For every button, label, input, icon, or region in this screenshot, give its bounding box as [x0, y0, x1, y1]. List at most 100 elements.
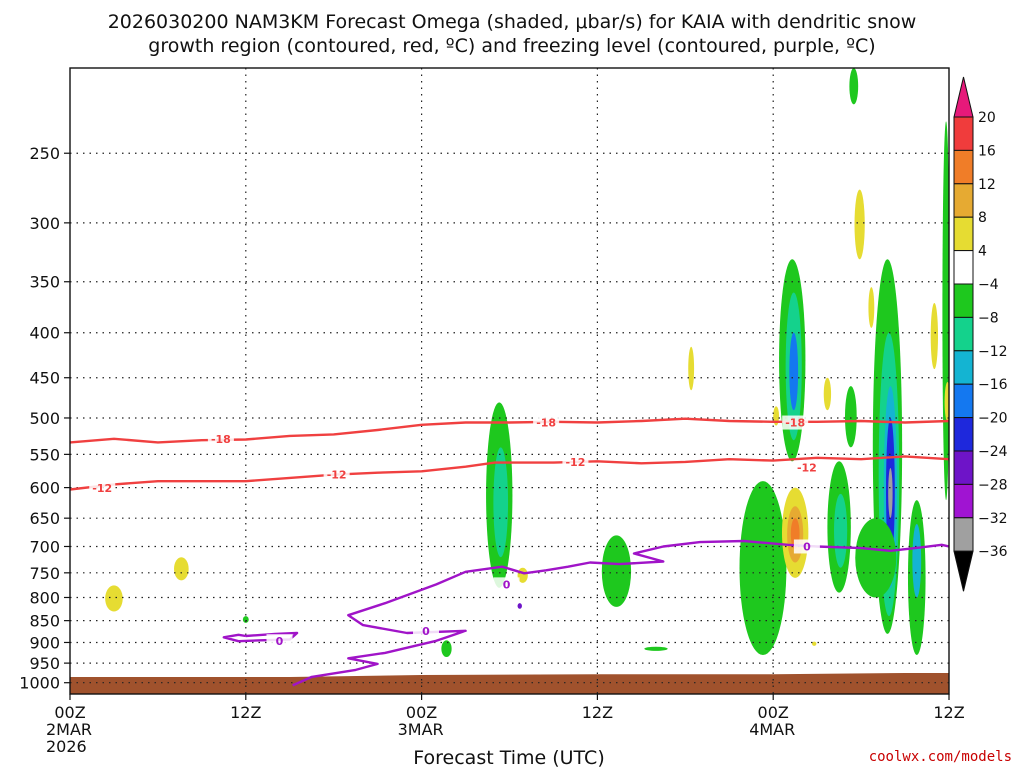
contour-label-2-2: 0 — [803, 540, 811, 553]
xtick-sub1-2: 3MAR — [398, 720, 444, 739]
xtick-label-5: 12Z — [933, 703, 964, 722]
xtick-label-1: 12Z — [230, 703, 261, 722]
contour-label-1-2: -12 — [565, 456, 585, 469]
contour-label-0-2: -18 — [785, 417, 805, 430]
colorbar-swatch-2 — [953, 149, 974, 185]
omega-cell-6 — [789, 332, 799, 411]
omega-cell-21 — [849, 68, 859, 105]
colorbar: 20 16 12 8 4 −4 −8 −12 −16 −20 −24 −28 −32 −36 — [953, 76, 1008, 592]
colorbar-swatch-5 — [953, 250, 974, 285]
omega-cell-26 — [688, 346, 695, 391]
contour-3 — [222, 631, 299, 643]
contour-label-bg-3-0 — [266, 634, 293, 649]
contour-label-bg-0-2 — [782, 415, 809, 430]
omega-cell-33 — [441, 640, 452, 658]
ytick-label-300: 300 — [29, 214, 60, 233]
contour-label-1-1: -12 — [327, 469, 347, 482]
omega-cell-29 — [868, 287, 875, 328]
colorbar-label-6: −8 — [978, 310, 999, 326]
colorbar-label-7: −12 — [978, 344, 1008, 360]
terrain-fill — [70, 673, 949, 694]
ytick-label-800: 800 — [29, 588, 60, 607]
omega-cell-11 — [833, 493, 848, 568]
ytick-label-700: 700 — [29, 537, 60, 556]
contours: -18 -18 -18 -12 -12 -12 -12 0 0 0 0 — [70, 415, 949, 687]
contour-label-bg-0-1 — [533, 415, 560, 430]
chart-title-line2: growth region (contoured, red, ºC) and f… — [148, 35, 875, 57]
ytick-label-450: 450 — [29, 369, 60, 388]
ytick-label-950: 950 — [29, 654, 60, 673]
colorbar-label-11: −28 — [978, 477, 1008, 493]
omega-cell-27 — [854, 189, 865, 260]
colorbar-swatch-1 — [953, 116, 974, 151]
y-axis-ticks: 250 300 350 400 450 500 550 600 650 700 750 800 850 9… — [19, 144, 70, 693]
ytick-label-1000: 1000 — [19, 674, 60, 693]
colorbar-swatch-10 — [953, 417, 974, 452]
contour-1 — [70, 455, 949, 491]
omega-cell-37 — [812, 641, 817, 646]
ytick-label-500: 500 — [29, 409, 60, 428]
colorbar-swatch-13 — [953, 517, 974, 552]
xtick-label-4: 00Z — [758, 703, 789, 722]
omega-cell-22 — [844, 386, 857, 448]
colorbar-swatch-12 — [953, 483, 974, 519]
chart-title-line1: 2026030200 NAM3KM Forecast Omega (shaded… — [108, 11, 917, 33]
colorbar-bottom-arrow — [953, 550, 974, 592]
contour-label-bg-1-0 — [89, 481, 116, 496]
omega-cell-35 — [242, 616, 249, 623]
omega-cell-3 — [739, 481, 787, 655]
omega-cell-34 — [644, 646, 668, 651]
ytick-label-400: 400 — [29, 324, 60, 343]
terrain — [70, 673, 949, 694]
colorbar-label-1: 16 — [978, 143, 996, 159]
colorbar-label-13: −36 — [978, 544, 1008, 560]
colorbar-label-12: −32 — [978, 511, 1008, 527]
omega-cell-19 — [855, 518, 897, 598]
colorbar-label-3: 8 — [978, 210, 987, 226]
xtick-label-2: 00Z — [406, 703, 437, 722]
ytick-label-750: 750 — [29, 564, 60, 583]
contour-label-bg-2-1 — [493, 577, 520, 592]
colorbar-swatch-9 — [953, 383, 974, 419]
colorbar-swatch-6 — [953, 283, 974, 318]
colorbar-swatch-4 — [953, 216, 974, 252]
contour-label-0-0: -18 — [211, 433, 231, 446]
omega-cell-28 — [930, 302, 939, 370]
contour-label-0-1: -18 — [536, 417, 556, 430]
colorbar-swatch-3 — [953, 183, 974, 218]
contour-label-bg-2-0 — [412, 623, 439, 638]
colorbar-label-2: 12 — [978, 177, 996, 193]
contour-label-bg-0-0 — [207, 431, 234, 446]
xtick-sub2-0: 2026 — [46, 737, 87, 756]
xtick-sub1-4: 4MAR — [749, 720, 795, 739]
colorbar-label-8: −16 — [978, 377, 1008, 393]
omega-cell-1 — [493, 447, 509, 558]
ytick-label-600: 600 — [29, 479, 60, 498]
contour-label-1-3: -12 — [797, 461, 817, 474]
omega-cell-24 — [174, 557, 189, 581]
colorbar-label-10: −24 — [978, 444, 1008, 460]
contour-label-1-0: -12 — [92, 482, 112, 495]
contour-label-bg-2-2 — [793, 539, 820, 554]
colorbar-label-5: −4 — [978, 277, 999, 293]
contour-label-2-1: 0 — [503, 578, 511, 591]
credit-text: coolwx.com/models — [869, 749, 1012, 765]
colorbar-swatch-8 — [953, 350, 974, 385]
contour-label-2-0: 0 — [422, 625, 430, 638]
xtick-label-0: 00Z — [54, 703, 85, 722]
colorbar-label-0: 20 — [978, 110, 996, 126]
xtick-sub1-0: 2MAR — [46, 720, 92, 739]
ytick-label-250: 250 — [29, 144, 60, 163]
ytick-label-350: 350 — [29, 273, 60, 292]
omega-cell-32 — [944, 381, 949, 422]
omega-cell-18 — [912, 524, 922, 598]
contour-label-bg-1-1 — [323, 467, 350, 482]
colorbar-swatch-11 — [953, 450, 974, 485]
omega-cell-23 — [105, 585, 123, 612]
x-axis-title: Forecast Time (UTC) — [413, 747, 604, 768]
xtick-label-3: 12Z — [582, 703, 613, 722]
contour-label-3-0: 0 — [276, 635, 284, 648]
ytick-label-550: 550 — [29, 445, 60, 464]
